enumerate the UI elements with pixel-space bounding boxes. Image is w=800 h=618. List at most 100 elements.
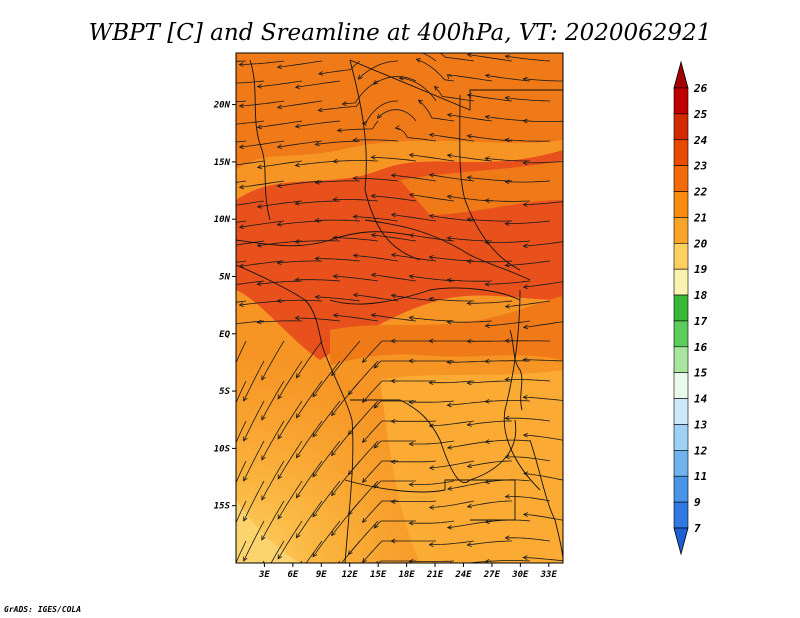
streamline	[447, 440, 493, 449]
streamline-arrow	[466, 422, 472, 427]
streamline-arrow	[256, 124, 263, 130]
streamline	[523, 120, 563, 122]
streamline	[374, 520, 416, 529]
streamline	[305, 540, 323, 563]
x-tick-label: 6E	[287, 570, 298, 580]
streamline	[277, 140, 323, 148]
streamline-arrow	[408, 152, 414, 158]
streamline-arrow	[390, 538, 396, 544]
streamline-arrow	[352, 292, 359, 298]
streamline-arrow	[504, 338, 510, 344]
streamline	[485, 560, 531, 563]
streamline	[467, 94, 513, 102]
streamline-arrow	[390, 212, 397, 218]
streamline-arrow	[408, 399, 414, 405]
streamline	[295, 200, 340, 205]
streamline-arrow	[314, 256, 320, 261]
streamline-arrow	[408, 520, 414, 526]
streamline	[429, 460, 475, 469]
streamline-arrow	[428, 296, 434, 302]
streamline	[467, 176, 513, 182]
streamline-arrow	[446, 319, 452, 325]
streamline	[236, 220, 247, 223]
streamline	[239, 300, 285, 306]
west-coast	[236, 264, 354, 563]
streamline	[409, 400, 455, 403]
streamline-arrow	[278, 594, 282, 599]
streamline	[409, 520, 455, 524]
colorbar-label: 26	[693, 82, 708, 95]
streamline-arrow	[362, 437, 367, 443]
streamline	[277, 299, 323, 302]
streamline	[331, 460, 361, 496]
streamline	[523, 241, 563, 247]
streamline	[277, 360, 303, 400]
streamline	[447, 520, 493, 529]
streamline-arrow	[522, 284, 528, 290]
streamline-arrow	[522, 357, 528, 363]
streamline	[434, 86, 475, 102]
border-mozambique	[529, 439, 563, 561]
streamline-arrow	[313, 592, 317, 597]
streamline-arrow	[243, 516, 248, 522]
streamline	[374, 400, 416, 409]
border-chad	[349, 59, 421, 261]
grads-credit: GrADS: IGES/COLA	[4, 605, 81, 614]
streamline	[485, 240, 531, 243]
x-tick-label: 18E	[398, 570, 415, 580]
colorbar-label: 7	[694, 522, 701, 535]
colorbar-label: 11	[694, 470, 707, 483]
streamline-arrow	[256, 164, 263, 170]
streamline-arrow	[362, 517, 367, 523]
streamline	[296, 420, 323, 459]
streamline	[236, 200, 265, 206]
streamline	[257, 200, 303, 208]
streamline	[429, 174, 475, 182]
y-tick-label: EQ	[219, 330, 230, 340]
streamline	[277, 520, 303, 560]
streamline-arrow	[294, 84, 301, 90]
streamline-arrow	[484, 479, 490, 485]
border-north-west	[249, 59, 271, 221]
streamline	[421, 53, 437, 62]
streamline-arrow	[277, 394, 283, 400]
streamline	[409, 275, 455, 282]
streamline-arrow	[373, 403, 379, 409]
streamline	[467, 380, 512, 384]
streamline	[261, 340, 285, 381]
streamline	[447, 114, 493, 122]
streamline	[331, 500, 361, 536]
streamline-arrow	[522, 555, 528, 560]
streamline-arrow	[227, 577, 231, 582]
streamline	[371, 156, 417, 162]
streamline-arrow	[331, 371, 336, 377]
streamline-arrow	[352, 137, 358, 143]
streamline	[505, 456, 551, 462]
streamline	[416, 58, 455, 82]
streamline	[505, 97, 551, 102]
streamline	[236, 340, 247, 364]
streamline-arrow	[447, 74, 452, 80]
streamline	[374, 480, 416, 489]
border-sahel	[236, 231, 411, 247]
streamline-arrow	[466, 53, 473, 58]
border-south	[344, 479, 516, 521]
streamline	[277, 480, 303, 520]
streamline-arrow	[376, 113, 382, 119]
streamline-arrow	[201, 100, 205, 104]
colorbar-label: 17	[694, 315, 708, 328]
streamline	[277, 180, 323, 187]
streamline-arrow	[332, 571, 336, 575]
streamline-arrow	[202, 184, 206, 188]
colorbar-swatch	[673, 242, 689, 270]
colorbar-label: 13	[694, 418, 708, 431]
streamline-arrow	[295, 533, 301, 539]
streamline	[342, 80, 379, 105]
streamline-arrow	[220, 205, 224, 209]
streamline	[362, 420, 398, 443]
streamline-arrow	[484, 323, 490, 329]
streamline-arrow	[238, 302, 244, 307]
y-tick-label: 10N	[214, 215, 231, 225]
streamline	[485, 74, 531, 82]
streamline	[236, 540, 247, 563]
